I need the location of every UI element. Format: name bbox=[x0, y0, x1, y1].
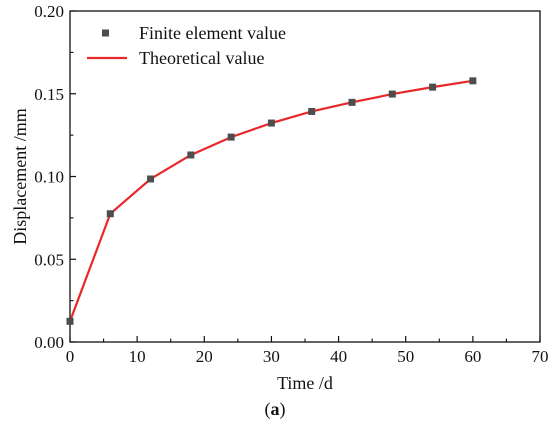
y-tick-label: 0.00 bbox=[34, 333, 64, 352]
legend-marker-square bbox=[102, 29, 109, 37]
y-axis-title: Displacement /mm bbox=[10, 108, 30, 244]
y-tick-label: 0.10 bbox=[34, 168, 64, 187]
x-tick-label: 0 bbox=[66, 347, 75, 366]
x-axis-title: Time /d bbox=[277, 373, 333, 393]
data-point-finite-element bbox=[147, 175, 155, 183]
data-point-finite-element bbox=[429, 83, 437, 91]
data-point-finite-element bbox=[227, 133, 235, 141]
ticks: 0 10 20 30 40 50 60 70 0.00 0.05 0.10 0.15 0.20 bbox=[34, 2, 548, 366]
legend-label-theoretical: Theoretical value bbox=[139, 48, 264, 68]
legend: Finite element value Theoretical value bbox=[87, 23, 286, 68]
legend-label-finite-element: Finite element value bbox=[139, 23, 286, 43]
data-point-finite-element bbox=[388, 90, 396, 98]
data-point-finite-element bbox=[308, 107, 316, 115]
x-tick-label: 60 bbox=[464, 347, 481, 366]
y-tick-label: 0.20 bbox=[34, 2, 64, 21]
series-layer bbox=[66, 77, 477, 325]
data-point-finite-element bbox=[106, 210, 114, 218]
series-line-theoretical bbox=[68, 79, 474, 322]
data-point-finite-element bbox=[267, 119, 275, 127]
x-tick-label: 40 bbox=[330, 347, 347, 366]
x-tick-label: 70 bbox=[532, 347, 549, 366]
y-tick-label: 0.15 bbox=[34, 85, 64, 104]
data-point-finite-element bbox=[187, 151, 195, 159]
x-tick-label: 30 bbox=[263, 347, 280, 366]
y-tick-label: 0.05 bbox=[34, 250, 64, 269]
x-tick-label: 50 bbox=[397, 347, 414, 366]
figure-caption: (a) bbox=[265, 399, 286, 420]
x-tick-label: 10 bbox=[129, 347, 146, 366]
data-point-finite-element bbox=[469, 77, 477, 85]
data-point-finite-element bbox=[348, 98, 356, 106]
x-tick-label: 20 bbox=[196, 347, 213, 366]
data-point-finite-element bbox=[66, 317, 74, 325]
